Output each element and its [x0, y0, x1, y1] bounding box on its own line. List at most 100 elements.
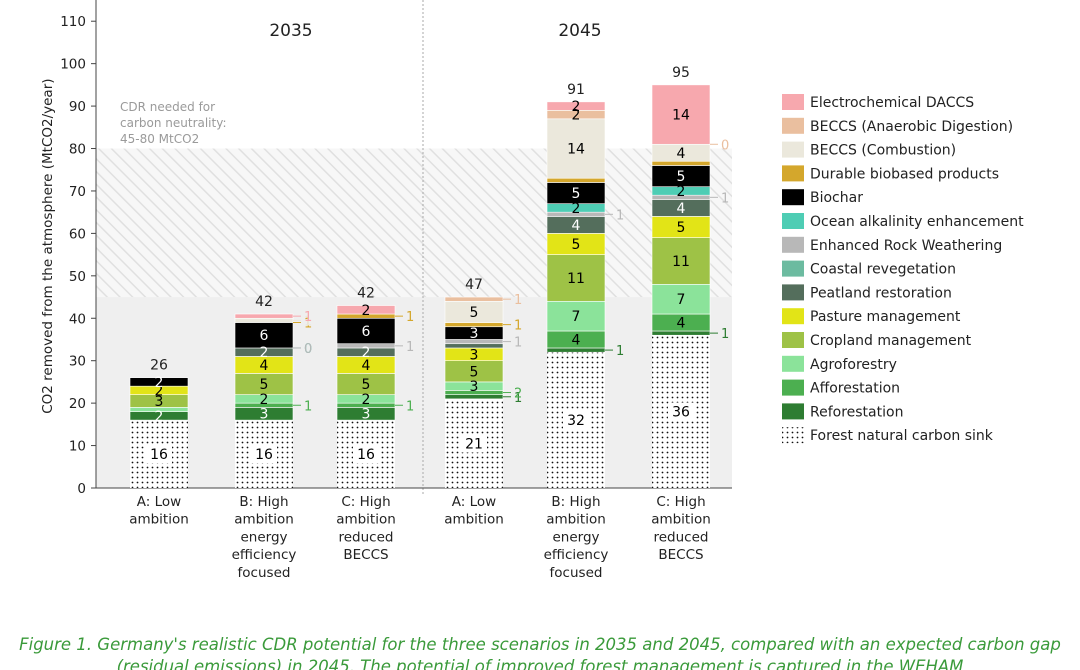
- x-category-label: A: Low ambition: [444, 494, 504, 528]
- legend-label: Peatland restoration: [810, 285, 952, 301]
- legend-swatch: [782, 284, 804, 300]
- legend-label: Durable biobased products: [810, 166, 999, 182]
- y-tick-label: 40: [69, 311, 86, 327]
- value-label-callout: 1: [616, 344, 624, 359]
- value-label-callout: 0: [304, 342, 312, 357]
- legend-label: Pasture management: [810, 309, 961, 325]
- value-label: 3: [470, 326, 479, 342]
- below-target-band: [96, 297, 732, 488]
- value-label: 2: [260, 345, 269, 361]
- value-label-callout: 1: [406, 340, 414, 355]
- y-tick-label: 30: [69, 354, 86, 370]
- legend-swatch: [782, 165, 804, 181]
- value-label-callout: 1: [406, 399, 414, 414]
- y-tick-label: 90: [69, 99, 86, 115]
- legend-label: Enhanced Rock Weathering: [810, 238, 1002, 254]
- value-label: 16: [357, 447, 375, 463]
- value-label: 14: [672, 108, 690, 124]
- legend-swatch: [782, 213, 804, 229]
- bar-segment: [652, 331, 710, 335]
- value-label: 5: [572, 186, 581, 202]
- value-label: 16: [255, 447, 273, 463]
- value-label-callout: 0: [721, 138, 729, 153]
- value-label: 2: [572, 99, 581, 115]
- value-label: 4: [677, 146, 686, 162]
- legend: Electrochemical DACCS BECCS (Anaerobic Di…: [782, 94, 1024, 444]
- bar-segment: [547, 178, 605, 182]
- y-tick-label: 110: [60, 14, 86, 30]
- y-tick-label: 70: [69, 184, 86, 200]
- legend-swatch: [782, 356, 804, 372]
- value-label: 2: [362, 345, 371, 361]
- value-label: 32: [567, 413, 585, 429]
- legend-swatch: [782, 332, 804, 348]
- legend-label: Coastal revegetation: [810, 262, 956, 278]
- x-category-label: A: Low ambition: [129, 494, 189, 528]
- total-label: 42: [255, 294, 273, 310]
- legend-swatch: [782, 427, 804, 443]
- value-label: 5: [677, 169, 686, 185]
- value-label: 4: [572, 332, 581, 348]
- legend-swatch: [782, 308, 804, 324]
- value-label: 4: [572, 218, 581, 234]
- legend-label: Reforestation: [810, 404, 903, 420]
- value-label: 2: [677, 184, 686, 200]
- legend-label: Agroforestry: [810, 357, 897, 373]
- value-label-callout: 1: [514, 293, 522, 308]
- value-label: 2: [260, 392, 269, 408]
- value-label-callout: 1: [514, 319, 522, 334]
- value-label-callout: 2: [514, 387, 522, 402]
- legend-label: Biochar: [810, 190, 863, 206]
- legend-label: Cropland management: [810, 333, 972, 349]
- legend-label: Forest natural carbon sink: [810, 428, 994, 444]
- x-category-label: B: High ambition energy efficiency focused: [544, 494, 609, 581]
- legend-swatch: [782, 142, 804, 158]
- bar-segment: [652, 161, 710, 165]
- target-range-band: [96, 149, 732, 298]
- x-category-label: C: High ambition reduced BECCS: [336, 494, 396, 563]
- value-label: 6: [260, 328, 269, 344]
- value-label-callout: 1: [721, 327, 729, 342]
- value-label: 2: [362, 392, 371, 408]
- value-label: 11: [567, 271, 585, 287]
- target-annotation: CDR needed for carbon neutrality: 45-80 Mt…: [120, 100, 227, 146]
- value-label: 2: [572, 201, 581, 217]
- legend-swatch: [782, 189, 804, 205]
- value-label: 7: [677, 292, 686, 308]
- value-label-callout: 1: [304, 399, 312, 414]
- value-label: 5: [470, 305, 479, 321]
- value-label: 6: [362, 324, 371, 340]
- bar-segment: [235, 314, 293, 318]
- value-label: 3: [470, 347, 479, 363]
- value-label-callout: 1: [721, 191, 729, 206]
- value-label: 3: [260, 407, 269, 423]
- bar-segment: [547, 348, 605, 352]
- value-label: 4: [677, 316, 686, 332]
- value-label: 36: [672, 405, 690, 421]
- legend-swatch: [782, 94, 804, 110]
- value-label: 16: [150, 447, 168, 463]
- legend-label: Ocean alkalinity enhancement: [810, 214, 1024, 230]
- legend-swatch: [782, 261, 804, 277]
- x-category-label: B: High ambition energy efficiency focused: [232, 494, 297, 581]
- y-tick-label: 10: [69, 439, 86, 455]
- group-title: 2045: [558, 21, 601, 41]
- value-label: 4: [677, 201, 686, 217]
- legend-swatch: [782, 118, 804, 134]
- figure-caption: Figure 1. Germany's realistic CDR potent…: [0, 634, 1080, 670]
- value-label: 5: [677, 220, 686, 236]
- value-label-callout: 1: [514, 336, 522, 351]
- value-label: 3: [362, 407, 371, 423]
- y-tick-label: 100: [60, 57, 86, 73]
- value-label: 2: [155, 375, 164, 391]
- legend-label: BECCS (Combustion): [810, 143, 956, 159]
- value-label: 3: [470, 379, 479, 395]
- value-label: 5: [572, 237, 581, 253]
- value-label-callout: 1: [304, 310, 312, 325]
- value-label: 2: [362, 303, 371, 319]
- value-label: 14: [567, 142, 585, 158]
- y-axis-label: CO2 removed from the atmosphere (MtCO2/y…: [40, 78, 56, 413]
- value-label: 7: [572, 309, 581, 325]
- total-label: 91: [567, 82, 585, 98]
